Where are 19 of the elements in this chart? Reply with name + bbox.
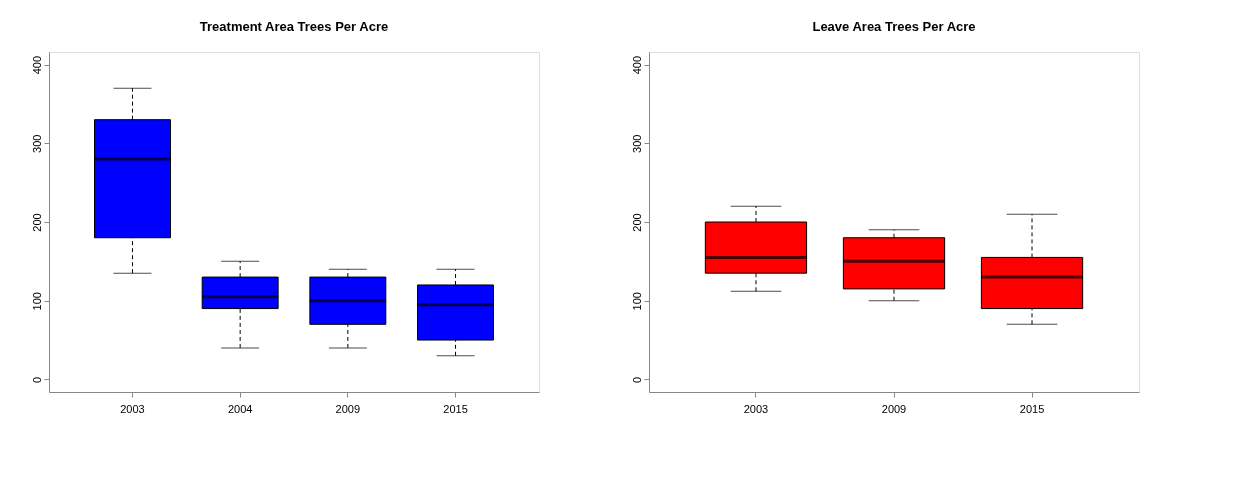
y-tick-label: 0	[630, 376, 643, 383]
x-tick-label: 2004	[227, 402, 253, 415]
x-tick-label: 2003	[743, 402, 769, 415]
y-tick-label: 400	[30, 55, 43, 75]
y-tick-label: 100	[630, 292, 643, 311]
y-tick-label: 0	[30, 376, 43, 383]
y-tick-label: 300	[30, 134, 43, 153]
x-tick-label: 2015	[1019, 402, 1045, 415]
x-tick-label: 2015	[443, 402, 468, 415]
x-tick-label: 2003	[120, 402, 145, 415]
x-tick-label: 2009	[881, 402, 907, 415]
y-tick-label: 300	[630, 134, 643, 153]
y-tick-label: 100	[30, 292, 43, 311]
y-tick-label: 200	[30, 213, 43, 232]
chart-title: Treatment Area Trees Per Acre	[199, 19, 389, 34]
y-tick-label: 200	[630, 213, 643, 232]
y-tick-label: 400	[630, 55, 643, 75]
x-tick-label: 2009	[335, 402, 361, 415]
chart-title: Leave Area Trees Per Acre	[812, 19, 976, 34]
